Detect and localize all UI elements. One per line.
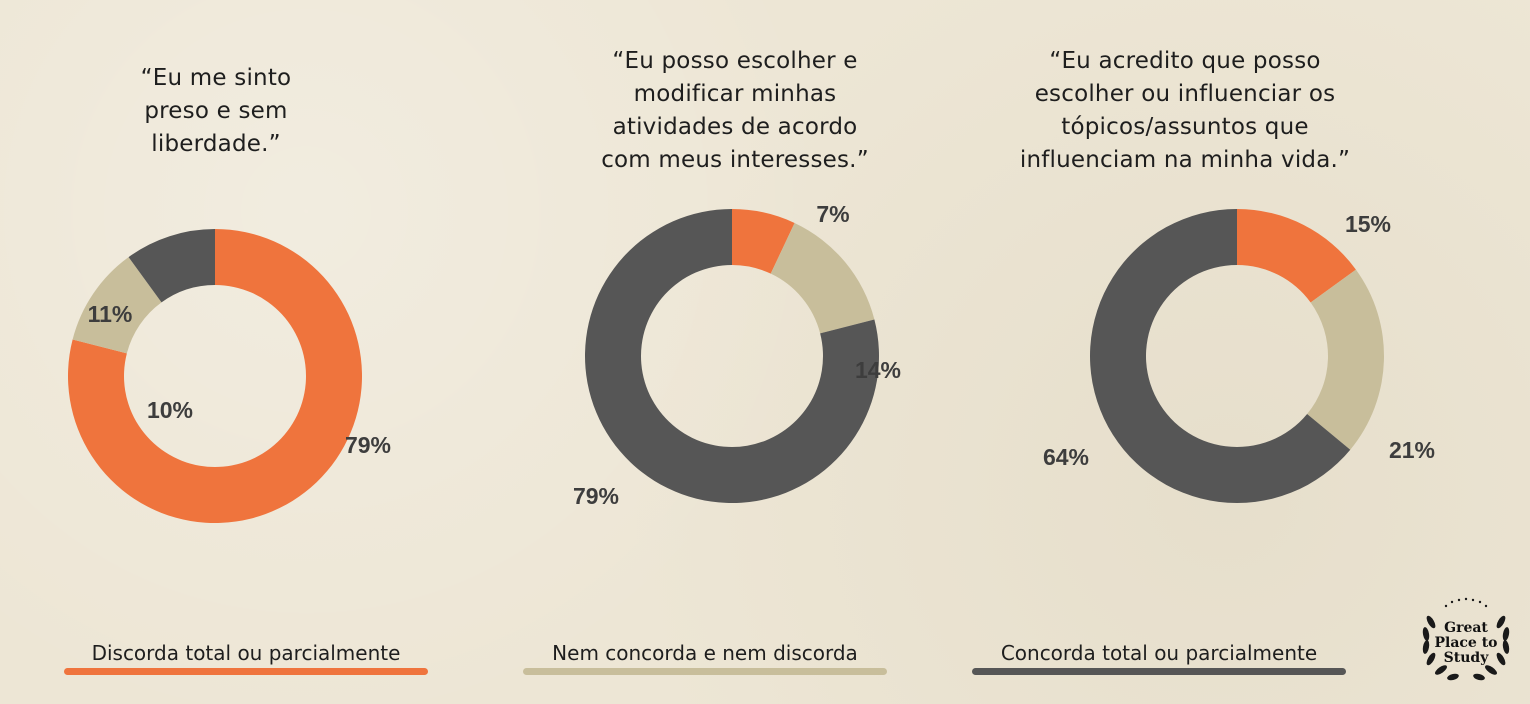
question-3-text: “Eu acredito que posso escolher ou influ…: [1019, 48, 1351, 173]
donut-2-slice-nem: [770, 222, 875, 334]
legend-label-concorda: Concorda total ou parcialmente: [1000, 641, 1318, 665]
legend-bar-discorda: [64, 668, 428, 675]
laurel-wreath-icon: [1422, 597, 1510, 681]
legend-bar-nem: [523, 668, 887, 675]
donut-2-slice-discorda: [732, 209, 795, 274]
donut-3-slice-nem: [1307, 269, 1384, 450]
donut-2-label-nem: 14%: [855, 357, 901, 383]
logo-line-2: Place to: [1434, 635, 1497, 651]
question-2-text: “Eu posso escolher e modificar minhas at…: [601, 48, 869, 173]
donut-3-slice-discorda: [1237, 209, 1356, 303]
donut-chart-1: [68, 229, 363, 523]
legend-label-discorda: Discorda total ou parcialmente: [91, 641, 401, 665]
logo-line-1: Great: [1444, 620, 1488, 636]
logo-line-3: Study: [1444, 650, 1490, 666]
donut-1-slice-nem: [72, 257, 162, 354]
donut-chart-3: [1089, 209, 1384, 503]
donut-3-label-discorda: 15%: [1345, 211, 1391, 237]
legend-bar-concorda: [972, 668, 1346, 675]
donut-1-slice-discorda: [68, 229, 363, 523]
legend-item-nem: Nem concorda e nem discorda: [523, 640, 887, 675]
donut-1-label-nem: 11%: [88, 301, 133, 327]
donut-3-label-concorda: 64%: [1043, 444, 1089, 470]
donut-2-label-concorda: 79%: [573, 483, 619, 509]
donut-chart-2: [585, 209, 879, 503]
donut-2-slice-concorda: [585, 209, 879, 503]
legend-item-concorda: Concorda total ou parcialmente: [972, 640, 1346, 675]
donut-2-label-discorda: 7%: [816, 201, 849, 227]
question-1-text: “Eu me sinto preso e sem liberdade.”: [140, 65, 292, 157]
legend-label-nem: Nem concorda e nem discorda: [552, 641, 858, 665]
donut-3-label-nem: 21%: [1389, 437, 1435, 463]
great-place-to-study-logo: Great Place to Study: [1422, 597, 1510, 681]
donut-1-label-concorda: 10%: [147, 397, 193, 423]
legend-item-discorda: Discorda total ou parcialmente: [64, 640, 428, 675]
donut-3-slice-concorda: [1089, 209, 1351, 503]
donut-1-slice-concorda: [128, 229, 215, 303]
donut-1-label-discorda: 79%: [345, 432, 391, 458]
